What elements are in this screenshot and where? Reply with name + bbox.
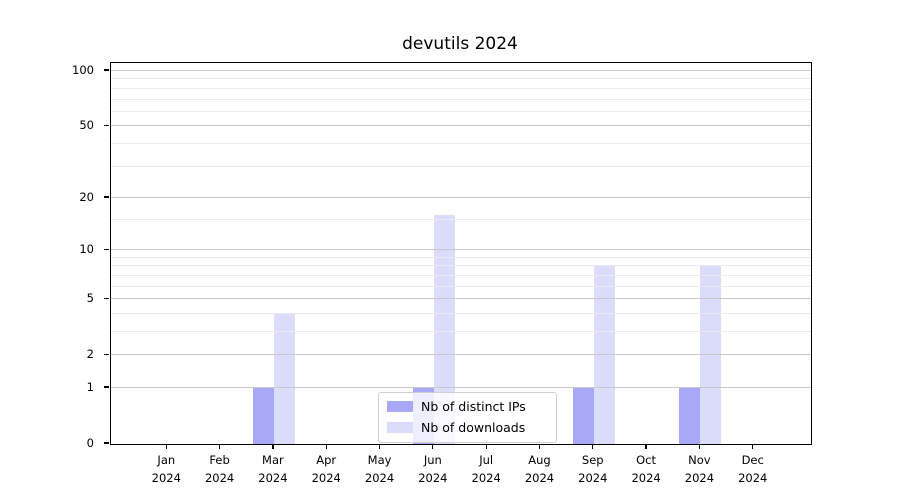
- bar-downloads: [433, 215, 455, 444]
- minor-gridline: [111, 331, 811, 332]
- x-axis-tick-label: May 2024: [364, 453, 395, 485]
- x-axis-tick-mark: [432, 444, 434, 449]
- x-axis-tick-label: Sep 2024: [578, 453, 608, 485]
- legend-row: Nb of distinct IPs: [387, 399, 548, 414]
- x-axis-tick-label: Aug 2024: [524, 453, 555, 485]
- bar-distinct-ips: [252, 388, 274, 444]
- y-axis-tick-label: 10: [79, 242, 94, 257]
- major-gridline: [111, 298, 811, 300]
- x-axis-tick-label: Jun 2024: [418, 453, 448, 485]
- bar-downloads: [273, 313, 295, 444]
- y-axis-tick-label: 2: [86, 347, 94, 362]
- minor-gridline: [111, 285, 811, 287]
- minor-gridline: [111, 142, 811, 144]
- y-axis-tick-label: 5: [86, 291, 94, 306]
- y-axis-tick-label: 100: [72, 62, 94, 77]
- minor-gridline: [111, 78, 811, 80]
- bar-downloads: [700, 266, 722, 444]
- minor-gridline: [111, 165, 811, 167]
- x-axis-tick-mark: [645, 444, 647, 449]
- y-axis-tick-mark: [104, 124, 109, 126]
- x-axis-tick-mark: [485, 444, 487, 449]
- x-axis-tick-mark: [538, 444, 541, 449]
- minor-gridline: [111, 98, 811, 100]
- y-axis-tick-label: 20: [79, 189, 94, 204]
- minor-gridline: [111, 265, 811, 267]
- y-axis-tick-mark: [104, 353, 109, 355]
- y-axis-tick-mark: [104, 442, 109, 444]
- minor-gridline: [111, 256, 811, 258]
- major-gridline: [111, 354, 811, 356]
- x-axis-tick-mark: [165, 444, 167, 449]
- major-gridline: [111, 196, 811, 198]
- x-axis-tick-mark: [592, 444, 594, 449]
- x-axis-tick-mark: [378, 444, 381, 449]
- major-gridline: [111, 125, 811, 127]
- y-axis-tick-mark: [104, 196, 109, 198]
- legend-label-distinct-ips: Nb of distinct IPs: [421, 399, 526, 414]
- y-axis-tick-label: 0: [86, 436, 94, 450]
- x-axis-tick-label: Dec 2024: [738, 453, 768, 485]
- y-axis-tick-mark: [104, 69, 109, 71]
- bar-distinct-ips: [572, 388, 594, 444]
- x-axis-tick-label: Oct 2024: [631, 453, 661, 485]
- y-axis-tick-mark: [104, 386, 109, 388]
- major-gridline: [111, 387, 811, 388]
- legend-swatch-downloads: [387, 422, 413, 433]
- chart-title: devutils 2024: [402, 34, 518, 54]
- x-axis-tick-label: Jan 2024: [151, 453, 181, 485]
- x-axis-tick-label: Mar 2024: [258, 453, 288, 485]
- major-gridline: [111, 249, 811, 251]
- y-axis-tick-label: 1: [86, 379, 94, 394]
- x-axis-tick-mark: [325, 444, 327, 449]
- x-axis-tick-label: Apr 2024: [311, 453, 341, 485]
- minor-gridline: [111, 110, 811, 112]
- legend-swatch-distinct-ips: [387, 401, 413, 412]
- bar-downloads: [593, 266, 615, 444]
- minor-gridline: [111, 312, 811, 314]
- minor-gridline: [111, 87, 811, 89]
- y-axis-tick-mark: [104, 297, 109, 299]
- legend-label-downloads: Nb of downloads: [421, 420, 526, 435]
- bar-distinct-ips: [679, 388, 701, 444]
- x-axis-tick-mark: [752, 444, 754, 449]
- x-axis-tick-mark: [219, 444, 221, 449]
- y-axis-tick-label: 50: [79, 118, 94, 133]
- major-gridline: [111, 70, 811, 71]
- x-axis-tick-label: Feb 2024: [204, 453, 235, 485]
- legend: Nb of distinct IPs Nb of downloads: [378, 392, 557, 443]
- x-axis-tick-label: Jul 2024: [471, 453, 501, 485]
- minor-gridline: [111, 218, 811, 220]
- x-axis-tick-mark: [272, 444, 274, 449]
- x-axis-tick-label: Nov 2024: [684, 453, 715, 485]
- y-axis-tick-mark: [104, 248, 109, 250]
- plot-area: Nb of distinct IPs Nb of downloads: [110, 62, 812, 445]
- x-axis-tick-mark: [698, 444, 700, 449]
- minor-gridline: [111, 274, 811, 276]
- legend-row: Nb of downloads: [387, 420, 548, 435]
